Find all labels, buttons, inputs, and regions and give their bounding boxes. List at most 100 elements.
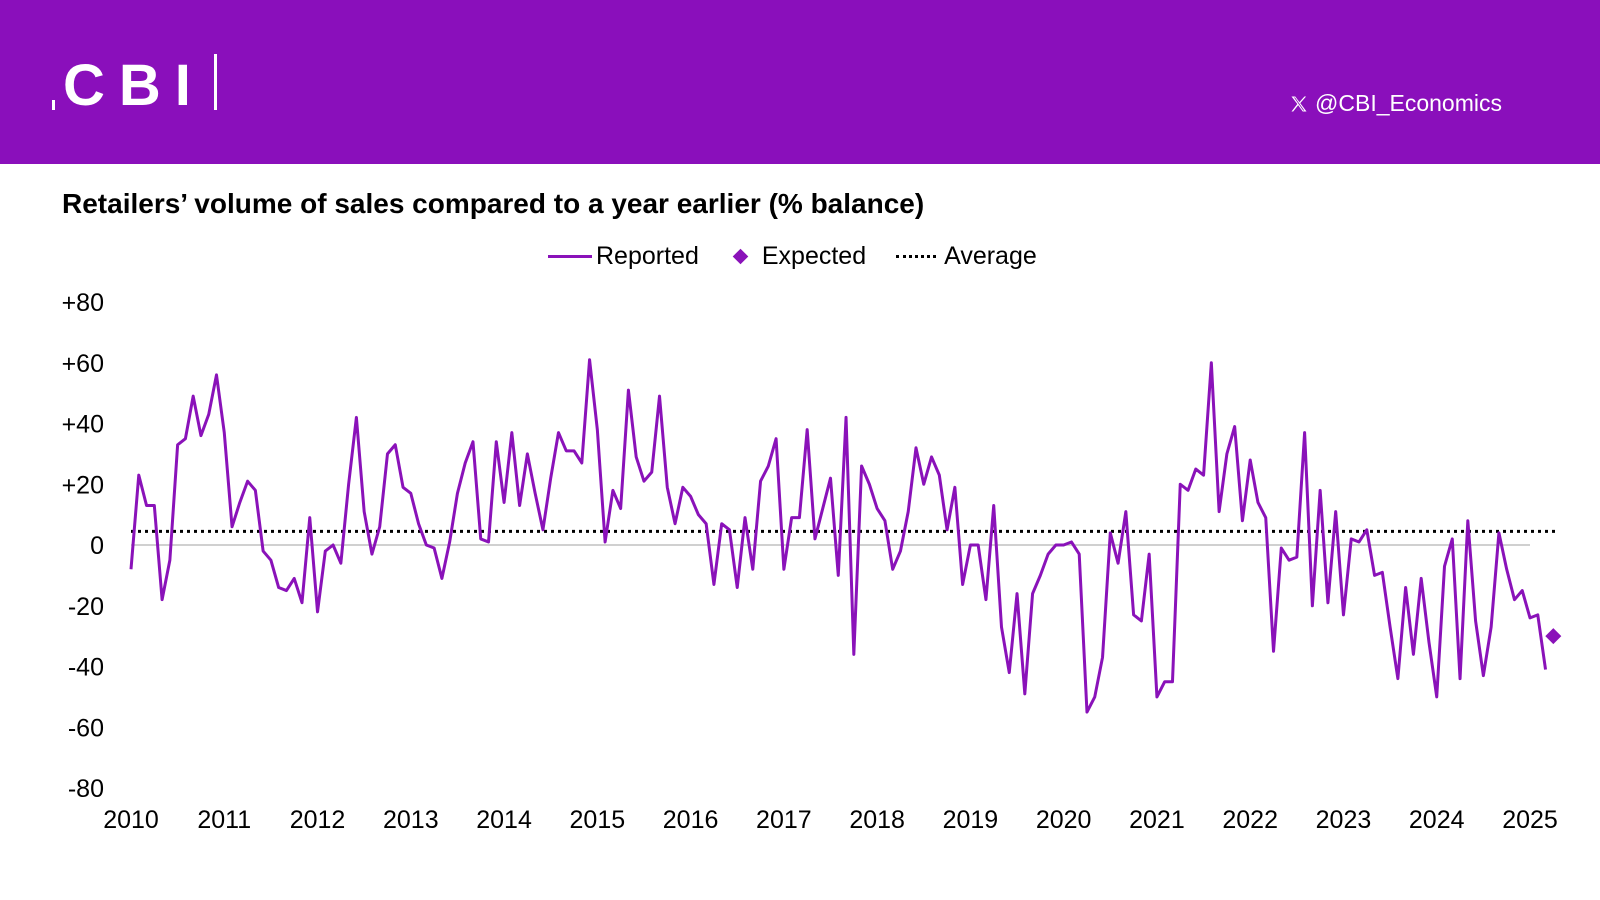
reported-point [278,587,279,588]
reported-point [838,575,839,576]
reported-point [1467,520,1468,521]
reported-point [900,551,901,552]
reported-point [387,453,388,454]
reported-point [371,554,372,555]
reported-point [698,514,699,515]
expected-point [1545,628,1562,645]
reported-point [1110,532,1111,533]
reported-point [814,538,815,539]
reported-point [776,438,777,439]
reported-point [224,432,225,433]
reported-point [884,520,885,521]
reported-point [131,569,132,570]
legend-label-expected: Expected [761,242,867,270]
reported-point [1156,696,1157,697]
reported-point [1102,657,1103,658]
legend-swatch-reported [548,255,592,258]
reported-point [1343,614,1344,615]
reported-point [364,511,365,512]
reported-point [216,374,217,375]
reported-point [846,417,847,418]
reported-point [309,517,310,518]
reported-point [822,508,823,509]
reported-point [1017,593,1018,594]
reported-point [1444,566,1445,567]
reported-point [1428,642,1429,643]
reported-point [472,441,473,442]
reported-point [659,396,660,397]
reported-point [597,429,598,430]
chart-legend: Reported Expected Average [548,242,1067,271]
reported-point [1514,599,1515,600]
reported-point [651,472,652,473]
reported-point [527,453,528,454]
reported-point [403,487,404,488]
reported-point [317,611,318,612]
social-handle[interactable]: @CBI_Economics [1289,90,1502,117]
reported-point [1382,572,1383,573]
reported-point [612,490,613,491]
reported-point [783,569,784,570]
reported-point [154,505,155,506]
reported-point [1405,587,1406,588]
x-tick-label: 2010 [103,806,159,834]
reported-point [208,414,209,415]
x-tick-label: 2015 [570,806,626,834]
reported-point [294,578,295,579]
reported-point [333,545,334,546]
reported-point [931,456,932,457]
y-tick-label: 0 [90,532,104,560]
reported-point [1141,620,1142,621]
reported-point [768,466,769,467]
reported-point [1133,614,1134,615]
y-tick-label: -20 [68,593,104,621]
reported-point [146,505,147,506]
reported-point [791,517,792,518]
reported-point [496,441,497,442]
logo-text: CBI [63,53,205,118]
reported-point [1374,575,1375,576]
reported-point [1063,545,1064,546]
reported-point [480,538,481,539]
reported-point [270,560,271,561]
reported-point [877,508,878,509]
x-tick-label: 2012 [290,806,346,834]
reported-point [395,444,396,445]
reported-point [1040,575,1041,576]
reported-point [434,548,435,549]
reported-point [1320,490,1321,491]
reported-point [232,526,233,527]
reported-point [1234,426,1235,427]
logo-dot [52,100,55,110]
reported-point [566,450,567,451]
reported-point [1094,696,1095,697]
x-tick-label: 2022 [1222,806,1278,834]
reported-point [915,447,916,448]
reported-point [1125,511,1126,512]
reported-point [760,481,761,482]
reported-point [682,487,683,488]
reported-point [1250,459,1251,460]
reported-point [1281,548,1282,549]
reported-point [1172,681,1173,682]
reported-point [643,481,644,482]
reported-point [589,359,590,360]
reported-point [667,487,668,488]
reported-point [550,478,551,479]
reported-point [247,481,248,482]
reported-point [200,435,201,436]
reported-point [263,551,264,552]
x-tick-label: 2019 [943,806,999,834]
reported-point [1483,675,1484,676]
reported-point [1312,605,1313,606]
reported-point [737,587,738,588]
reported-point [1071,541,1072,542]
reported-point [690,496,691,497]
reported-point [1335,511,1336,512]
reported-point [1421,578,1422,579]
reported-point [962,584,963,585]
reported-point [1359,541,1360,542]
reported-point [1498,532,1499,533]
reported-point [535,493,536,494]
